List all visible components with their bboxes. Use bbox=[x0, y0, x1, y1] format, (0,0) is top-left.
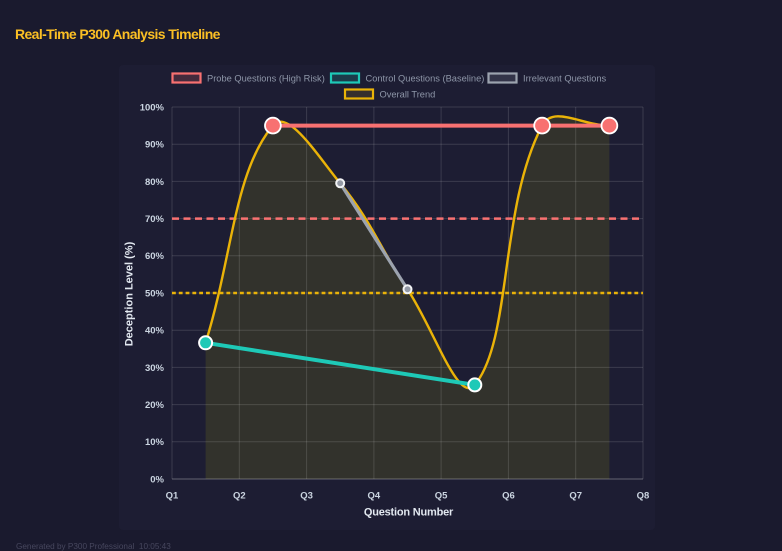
svg-text:Control Questions (Baseline): Control Questions (Baseline) bbox=[366, 74, 485, 84]
svg-text:80%: 80% bbox=[145, 177, 165, 188]
svg-text:Q3: Q3 bbox=[300, 491, 313, 502]
svg-text:50%: 50% bbox=[145, 288, 165, 299]
svg-text:90%: 90% bbox=[145, 140, 165, 151]
svg-text:Question Number: Question Number bbox=[364, 507, 454, 519]
svg-text:Probe Questions (High Risk): Probe Questions (High Risk) bbox=[207, 74, 325, 84]
svg-text:Q2: Q2 bbox=[233, 491, 246, 502]
svg-text:70%: 70% bbox=[145, 214, 165, 225]
svg-text:20%: 20% bbox=[145, 400, 165, 411]
svg-text:100%: 100% bbox=[140, 102, 165, 113]
svg-text:Q6: Q6 bbox=[502, 491, 515, 502]
svg-text:10%: 10% bbox=[145, 437, 165, 448]
svg-text:Q8: Q8 bbox=[637, 491, 650, 502]
svg-text:40%: 40% bbox=[145, 326, 165, 337]
svg-text:Deception Level (%): Deception Level (%) bbox=[124, 241, 136, 346]
svg-text:0%: 0% bbox=[150, 474, 164, 485]
svg-text:60%: 60% bbox=[145, 251, 165, 262]
svg-text:Overall Trend: Overall Trend bbox=[380, 90, 436, 100]
svg-text:Q5: Q5 bbox=[435, 491, 448, 502]
svg-text:Q1: Q1 bbox=[166, 491, 179, 502]
svg-text:Irrelevant Questions: Irrelevant Questions bbox=[523, 74, 607, 84]
svg-text:30%: 30% bbox=[145, 363, 165, 374]
svg-text:Q7: Q7 bbox=[569, 491, 582, 502]
svg-text:Q4: Q4 bbox=[368, 491, 381, 502]
